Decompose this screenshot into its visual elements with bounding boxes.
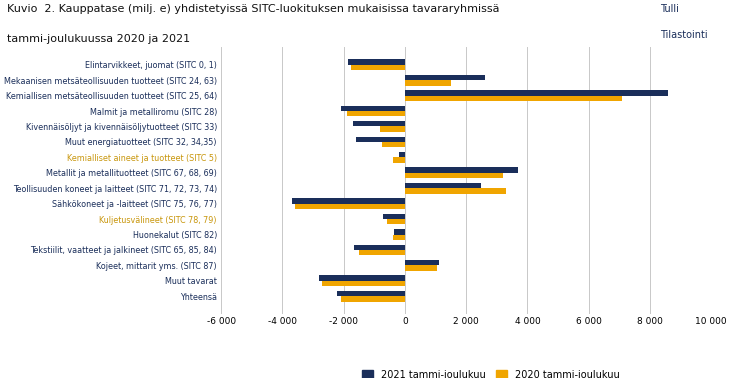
- Bar: [380, 127, 405, 132]
- Bar: [405, 75, 484, 80]
- Bar: [352, 65, 405, 70]
- Bar: [346, 111, 405, 116]
- Bar: [340, 106, 405, 111]
- Bar: [386, 219, 405, 225]
- Bar: [405, 90, 668, 96]
- Text: tammi-joulukuussa 2020 ja 2021: tammi-joulukuussa 2020 ja 2021: [7, 34, 190, 44]
- Bar: [405, 188, 506, 194]
- Bar: [405, 96, 622, 101]
- Bar: [405, 167, 518, 173]
- Text: Tulli: Tulli: [660, 4, 679, 14]
- Bar: [295, 204, 405, 209]
- Bar: [383, 214, 405, 219]
- Text: Tilastointi: Tilastointi: [660, 30, 708, 40]
- Bar: [399, 152, 405, 157]
- Bar: [405, 173, 503, 178]
- Bar: [338, 291, 405, 296]
- Bar: [292, 198, 405, 204]
- Bar: [393, 234, 405, 240]
- Bar: [319, 276, 405, 281]
- Bar: [354, 245, 405, 250]
- Bar: [348, 59, 405, 65]
- Bar: [359, 250, 405, 255]
- Bar: [353, 121, 405, 127]
- Bar: [393, 157, 405, 163]
- Legend: 2021 tammi-joulukuu, 2020 tammi-joulukuu: 2021 tammi-joulukuu, 2020 tammi-joulukuu: [357, 366, 624, 378]
- Bar: [405, 260, 439, 265]
- Bar: [405, 80, 451, 85]
- Bar: [405, 183, 481, 188]
- Bar: [382, 142, 405, 147]
- Bar: [322, 281, 405, 286]
- Bar: [394, 229, 405, 234]
- Bar: [405, 265, 437, 271]
- Text: Kuvio  2. Kauppatase (milj. e) yhdistetyissä SITC-luokituksen mukaisissa tavarar: Kuvio 2. Kauppatase (milj. e) yhdistetyi…: [7, 4, 500, 14]
- Bar: [340, 296, 405, 302]
- Bar: [356, 136, 405, 142]
